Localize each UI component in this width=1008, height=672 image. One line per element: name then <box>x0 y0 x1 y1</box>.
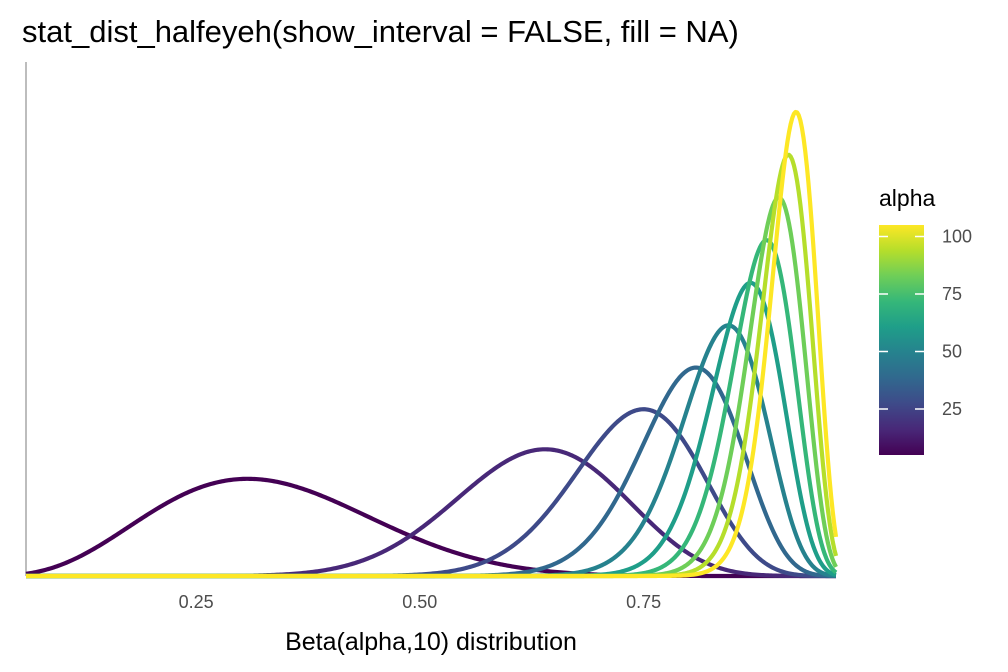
series-line-alpha-72 <box>25 238 838 579</box>
x-tick-label: 0.25 <box>179 592 214 612</box>
legend: alpha 25 50 75 100 <box>879 185 972 455</box>
legend-ticks: 25 50 75 100 <box>879 227 972 419</box>
legend-tick-label: 100 <box>942 227 972 247</box>
legend-tick-label: 75 <box>942 284 962 304</box>
series-line-alpha-105 <box>25 109 839 579</box>
legend-title: alpha <box>879 185 935 211</box>
legend-tick-label: 50 <box>942 342 962 362</box>
x-tick-label: 0.50 <box>402 592 437 612</box>
series-line-alpha-5 <box>25 476 837 579</box>
x-ticks: 0.25 0.50 0.75 <box>179 592 662 612</box>
legend-colorbar <box>879 225 924 455</box>
series-group <box>25 109 839 579</box>
series-line-alpha-61 <box>25 280 837 579</box>
chart-title: stat_dist_halfeyeh(show_interval = FALSE… <box>22 14 739 49</box>
x-tick-label: 0.75 <box>626 592 661 612</box>
legend-tick-label: 25 <box>942 399 962 419</box>
x-axis-label: Beta(alpha,10) distribution <box>285 628 577 656</box>
plot-area: 0.25 0.50 0.75 <box>25 62 839 612</box>
series-line-alpha-50 <box>25 323 837 579</box>
